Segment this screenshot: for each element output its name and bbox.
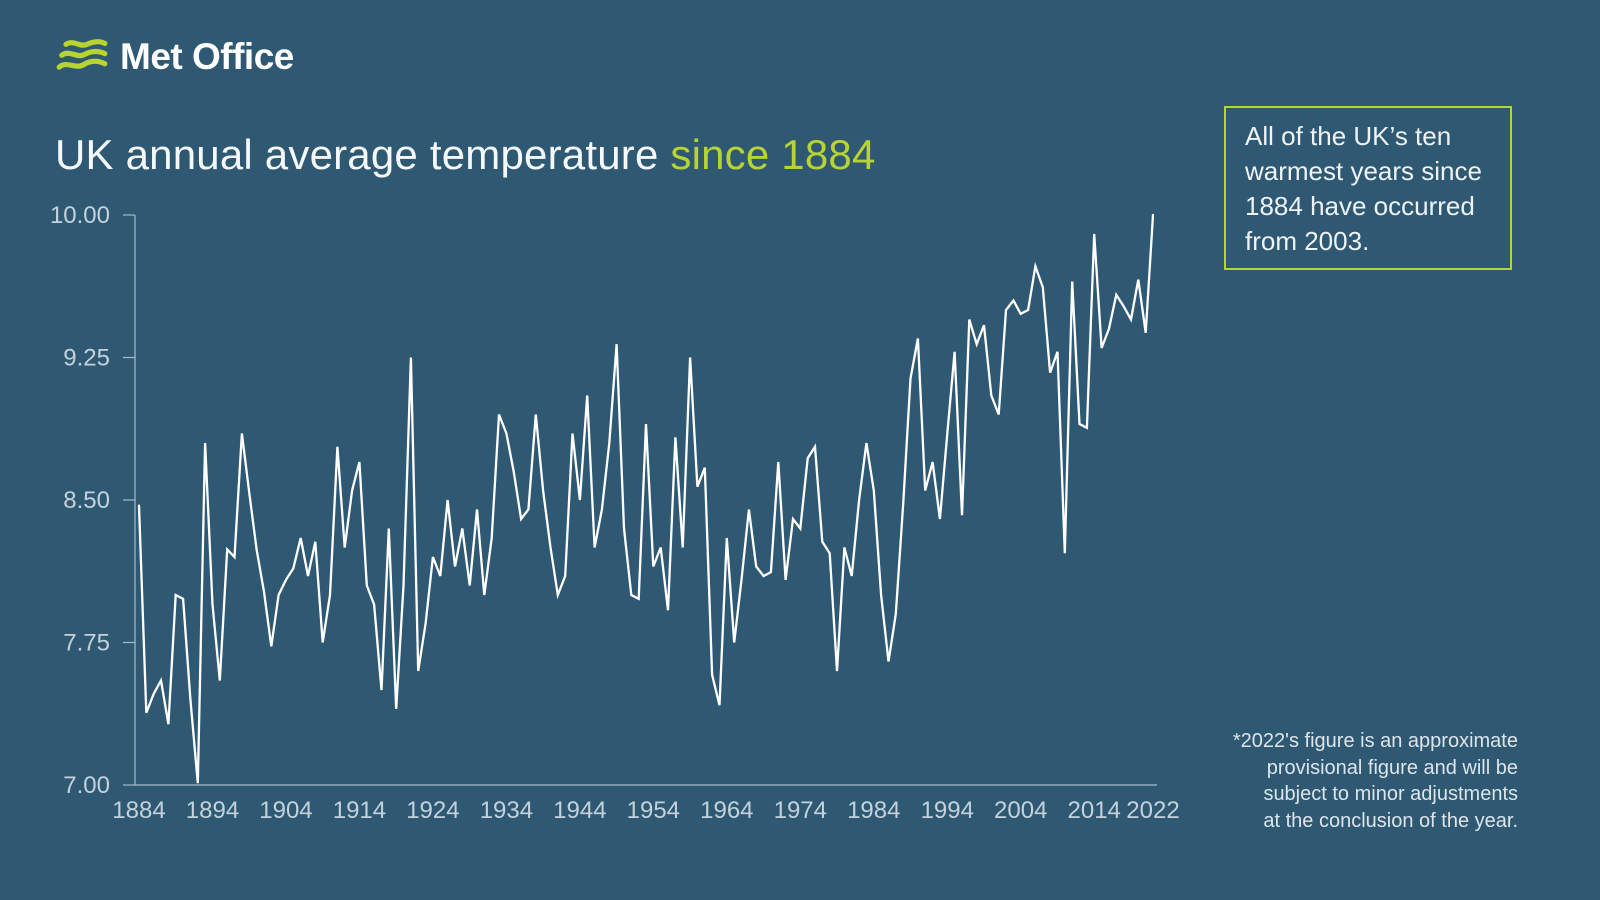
temperature-line <box>137 213 1155 784</box>
x-tick-label: 1944 <box>553 797 606 824</box>
callout-line: 1884 have occurred <box>1245 191 1475 221</box>
footnote-line: *2022's figure is an approximate <box>1232 730 1518 752</box>
x-tick-label: 1964 <box>700 797 753 824</box>
y-tick-label: 10.00 <box>50 202 110 229</box>
callout-line: warmest years since <box>1245 156 1482 186</box>
title-highlight: since 1884 <box>670 131 876 179</box>
footnote: *2022's figure is an approximate provisi… <box>1233 728 1518 834</box>
callout-line: from 2003. <box>1245 226 1370 256</box>
x-tick-label: 1954 <box>627 797 680 824</box>
footnote-line: subject to minor adjustments <box>1263 783 1518 805</box>
x-tick-label: 2014 <box>1068 797 1121 824</box>
y-tick-label: 7.75 <box>63 630 110 657</box>
callout-box: All of the UK’s ten warmest years since … <box>1224 106 1512 270</box>
x-tick-label: 1934 <box>480 797 533 824</box>
x-tick-label: 1884 <box>112 797 165 824</box>
page-title: UK annual average temperature since 1884 <box>55 131 876 179</box>
x-tick-label: 1994 <box>921 797 974 824</box>
x-tick-label: 2004 <box>994 797 1047 824</box>
met-office-logo: Met Office <box>55 36 294 78</box>
y-tick-label: 7.00 <box>63 772 110 799</box>
met-office-logo-text: Met Office <box>120 36 294 77</box>
title-main: UK annual average temperature <box>55 131 671 179</box>
callout-line: All of the UK’s ten <box>1245 121 1452 151</box>
met-office-logo-icon <box>56 39 108 70</box>
x-tick-label: 1924 <box>406 797 459 824</box>
y-tick-label: 8.50 <box>63 487 110 514</box>
footnote-line: at the conclusion of the year. <box>1263 809 1518 832</box>
x-tick-label: 1984 <box>847 797 900 824</box>
chart-axes <box>134 215 1157 786</box>
x-tick-label: 1914 <box>333 797 386 824</box>
x-tick-label: 1904 <box>259 797 312 824</box>
x-tick-label: 1974 <box>774 797 827 824</box>
x-tick-label: 1894 <box>186 797 239 824</box>
y-tick-label: 9.25 <box>63 345 110 372</box>
x-tick-label: 2022 <box>1126 797 1179 824</box>
footnote-line: provisional figure and will be <box>1266 756 1518 779</box>
